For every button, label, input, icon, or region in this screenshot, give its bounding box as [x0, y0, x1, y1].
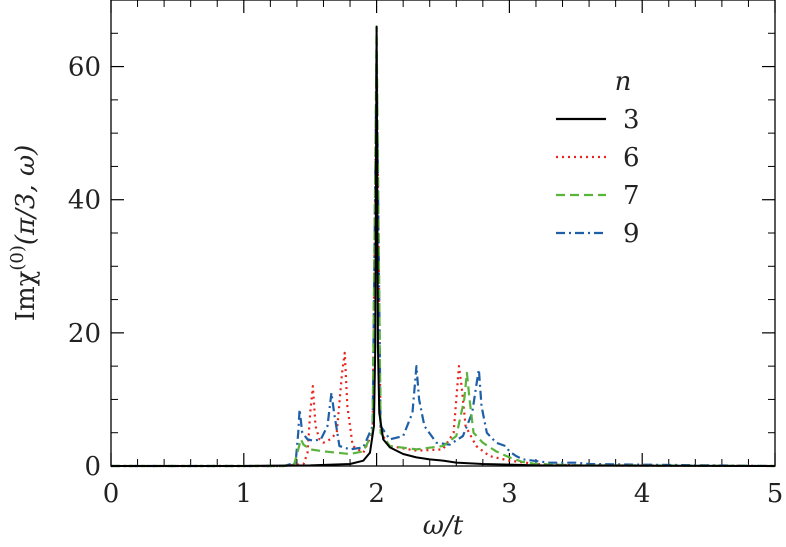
x-tick-label: 4 — [634, 479, 651, 509]
tick-labels: 0 1 2 3 4 5 0 20 40 60 — [68, 53, 783, 509]
x-tick-label: 1 — [236, 479, 253, 509]
x-axis-label: ω/t — [423, 511, 464, 541]
series-line-n9 — [111, 52, 776, 468]
y-tick-label: 40 — [68, 186, 101, 216]
x-tick-label: 2 — [368, 479, 385, 509]
x-tick-label: 5 — [767, 479, 784, 509]
legend-label-n3: 3 — [623, 105, 640, 135]
legend-label-n6: 6 — [623, 143, 640, 173]
series-layer — [111, 25, 776, 468]
legend-label-n9: 9 — [623, 219, 640, 249]
legend-title: n — [615, 67, 632, 97]
y-axis-label: Imχ(0)(π/3, ω) — [7, 145, 41, 322]
series-line-n3 — [111, 25, 776, 467]
legend: n 3 6 7 9 — [556, 67, 640, 249]
plot-frame — [110, 0, 776, 467]
y-axis-label-main: Imχ — [11, 270, 41, 321]
legend-label-n7: 7 — [623, 181, 640, 211]
y-tick-label: 0 — [84, 452, 101, 482]
y-axis-label-args: (π/3, ω) — [11, 145, 41, 245]
x-tick-label: 3 — [501, 479, 518, 509]
y-axis-label-sup: (0) — [7, 245, 28, 271]
y-tick-label: 60 — [68, 53, 101, 83]
x-tick-label: 0 — [103, 479, 120, 509]
y-tick-label: 20 — [68, 319, 101, 349]
